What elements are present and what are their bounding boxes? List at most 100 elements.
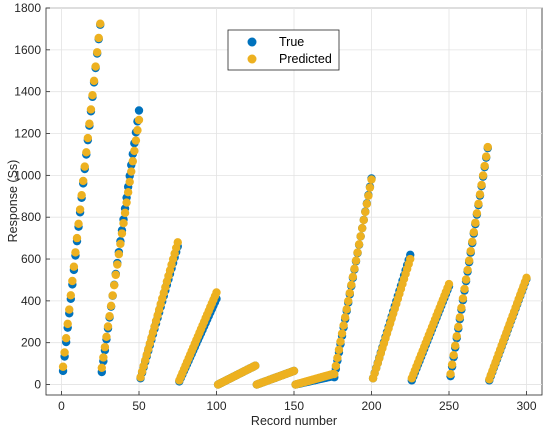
predicted-point — [58, 362, 68, 371]
predicted-point — [79, 176, 88, 186]
predicted-point — [468, 237, 477, 246]
predicted-point — [471, 218, 480, 227]
predicted-point — [444, 279, 454, 289]
predicted-point — [69, 262, 79, 271]
x-tick-label: 150 — [284, 399, 304, 413]
predicted-point — [74, 219, 83, 229]
predicted-point — [97, 363, 107, 373]
predicted-point — [125, 177, 134, 187]
x-tick-label: 250 — [439, 399, 459, 413]
predicted-point — [119, 219, 128, 228]
predicted-point — [68, 276, 77, 286]
predicted-point — [466, 246, 475, 256]
predicted-point — [455, 313, 465, 322]
predicted-point — [63, 319, 72, 329]
predicted-point — [478, 171, 488, 180]
predicted-point — [100, 342, 110, 352]
axis-ticks: 0 50 100 150 200 250 300 0 200 400 600 800 1000 1200 1… — [14, 1, 537, 413]
x-tick-label: 0 — [58, 399, 65, 413]
predicted-point — [86, 105, 96, 114]
legend: True Predicted — [227, 29, 340, 71]
predicted-point — [128, 157, 137, 166]
predicted-point — [353, 248, 362, 257]
legend-predicted-marker — [247, 54, 257, 64]
predicted-point — [105, 311, 114, 321]
predicted-point — [116, 239, 125, 249]
y-tick-label: 1200 — [14, 127, 41, 141]
y-tick-label: 400 — [21, 294, 41, 308]
predicted-point — [122, 198, 131, 207]
predicted-point — [358, 223, 367, 233]
predicted-point — [71, 248, 80, 257]
predicted-point — [333, 353, 342, 363]
predicted-point — [331, 361, 341, 371]
predicted-point — [61, 333, 71, 343]
predicted-point — [130, 146, 139, 156]
predicted-point — [131, 136, 141, 145]
predicted-point — [449, 350, 458, 360]
y-tick-label: 800 — [21, 210, 41, 224]
predicted-point — [75, 205, 85, 214]
predicted-point — [348, 272, 358, 282]
x-axis-label: Record number — [251, 414, 337, 428]
predicted-point — [92, 48, 102, 57]
predicted-point — [359, 215, 368, 225]
predicted-point — [350, 264, 359, 273]
predicted-point — [60, 348, 69, 357]
predicted-point — [334, 345, 344, 354]
predicted-point — [337, 329, 347, 338]
x-tick-label: 200 — [361, 399, 381, 413]
predicted-point — [344, 296, 353, 306]
predicted-point — [340, 313, 350, 322]
predicted-point — [96, 19, 105, 28]
predicted-point — [464, 256, 474, 265]
predicted-point — [365, 183, 375, 192]
x-tick-label: 100 — [206, 399, 226, 413]
predicted-point — [173, 238, 182, 247]
x-tick-label: 300 — [516, 399, 536, 413]
predicted-point — [117, 229, 127, 238]
predicted-point — [345, 288, 354, 298]
predicted-point — [110, 280, 119, 290]
predicted-point — [108, 291, 117, 300]
predicted-point — [364, 191, 373, 200]
predicted-point — [91, 62, 100, 71]
predicted-point — [336, 337, 345, 346]
predicted-point — [447, 360, 457, 369]
predicted-point — [354, 240, 364, 249]
legend-true-label: True — [279, 35, 304, 49]
predicted-point — [356, 232, 365, 241]
legend-true-marker — [247, 37, 257, 47]
predicted-point — [72, 233, 82, 243]
predicted-point — [212, 288, 221, 297]
predicted-point — [89, 76, 99, 86]
predicted-point — [367, 175, 376, 184]
predicted-point — [339, 321, 348, 330]
predicted-point — [94, 33, 103, 43]
predicted-point — [102, 332, 111, 342]
y-tick-label: 200 — [21, 336, 41, 350]
predicted-series — [58, 19, 531, 389]
predicted-point — [480, 161, 489, 171]
predicted-point — [451, 341, 460, 350]
legend-box — [227, 29, 340, 71]
predicted-point — [458, 294, 468, 303]
predicted-point — [114, 249, 124, 259]
predicted-point — [469, 228, 478, 237]
predicted-point — [457, 303, 466, 313]
predicted-point — [77, 191, 86, 200]
predicted-point — [474, 199, 483, 209]
predicted-point — [251, 361, 260, 370]
legend-predicted-label: Predicted — [279, 52, 332, 66]
predicted-point — [133, 126, 142, 135]
predicted-point — [452, 332, 461, 341]
predicted-point — [461, 275, 471, 284]
y-tick-label: 1400 — [14, 85, 41, 99]
predicted-point — [475, 190, 485, 199]
y-axis-label: Response (Ss) — [6, 160, 20, 243]
predicted-point — [82, 148, 91, 157]
y-tick-label: 600 — [21, 252, 41, 266]
predicted-point — [330, 369, 339, 379]
y-tick-label: 1800 — [14, 1, 41, 15]
